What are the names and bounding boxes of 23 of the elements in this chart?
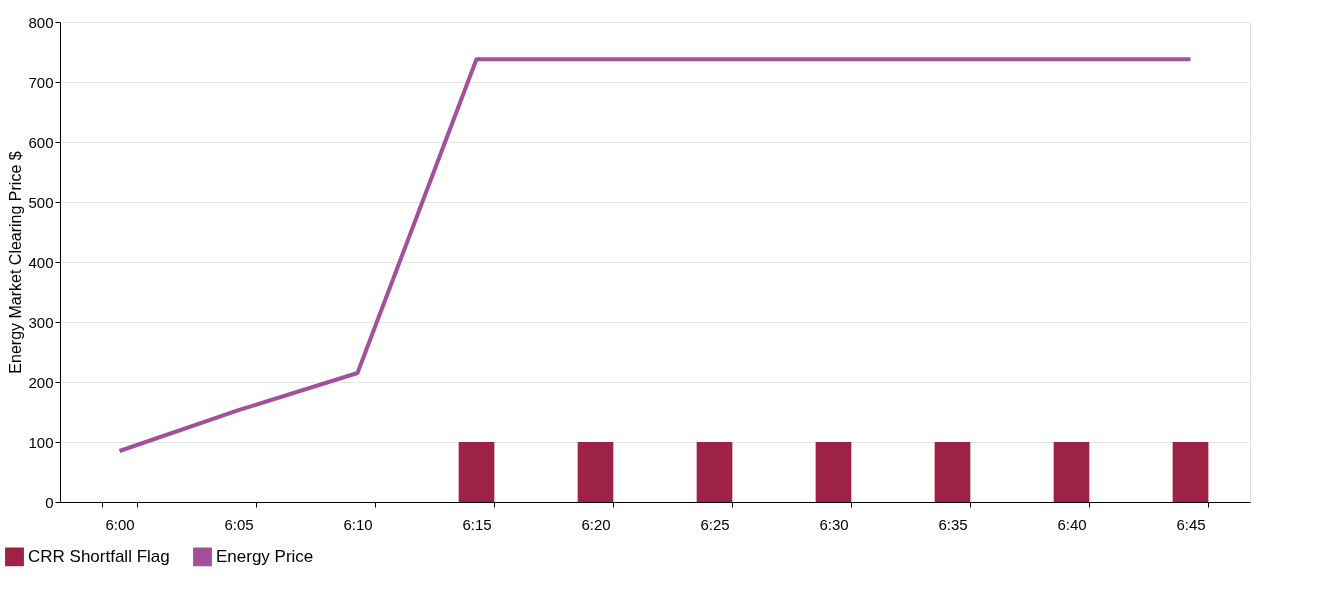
line-series <box>117 57 1193 453</box>
y-tick-label: 600 <box>28 133 54 151</box>
x-tick-label: 6:35 <box>938 515 968 533</box>
x-tick-label: 6:05 <box>224 515 254 533</box>
y-tick-label: 300 <box>28 313 54 331</box>
y-tick-label: 100 <box>28 433 54 451</box>
x-tick-label: 6:25 <box>700 515 730 533</box>
x-tick-label: 6:40 <box>1057 515 1087 533</box>
x-tick-label: 6:10 <box>343 515 373 533</box>
y-tick-label: 800 <box>28 13 54 31</box>
x-tick-label: 6:45 <box>1176 515 1206 533</box>
legend-label: Energy Price <box>216 546 314 566</box>
y-tick-label: 200 <box>28 373 54 391</box>
y-tick-label: 400 <box>28 253 54 271</box>
x-tick-label: 6:15 <box>462 515 492 533</box>
x-tick-label: 6:00 <box>105 515 135 533</box>
y-tick-label: 700 <box>28 73 54 91</box>
y-tick-label: 0 <box>45 493 54 511</box>
y-tick-label: 500 <box>28 193 54 211</box>
y-axis-title: Energy Market Clearing Price $ <box>7 151 25 374</box>
x-tick-label: 6:30 <box>819 515 849 533</box>
x-tick-label: 6:20 <box>581 515 611 533</box>
legend-label: CRR Shortfall Flag <box>28 546 170 566</box>
